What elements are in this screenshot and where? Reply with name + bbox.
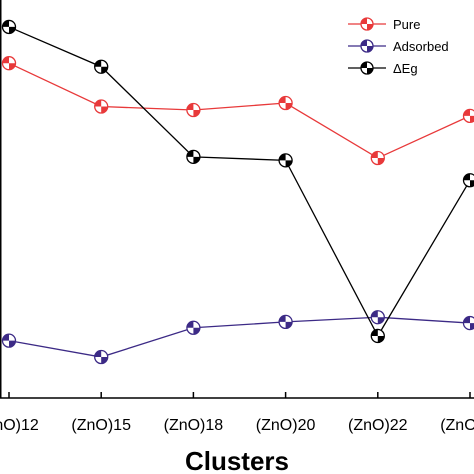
x-tick-label: (ZnO)20: [256, 417, 316, 434]
data-point-quadrant: [2, 334, 9, 341]
data-point: [370, 150, 385, 166]
data-point-quadrant: [377, 158, 385, 165]
legend: Pure Adsorbed ΔEg: [348, 17, 449, 76]
data-point: [278, 153, 293, 168]
data-point-quadrant: [285, 160, 293, 167]
x-tick-label: (ZnO)22: [348, 417, 408, 434]
data-point-quadrant: [377, 317, 385, 324]
data-point: [1, 56, 17, 71]
x-axis-title: Clusters: [185, 446, 289, 474]
data-point-quadrant: [470, 180, 474, 187]
data-point: [186, 320, 201, 335]
data-point-quadrant: [367, 68, 373, 74]
data-point-quadrant: [367, 46, 373, 52]
series-markers: [1, 19, 474, 365]
data-point-quadrant: [9, 340, 16, 348]
data-point: [94, 99, 109, 114]
x-tick-label: (ZnO)24: [440, 417, 474, 434]
data-point: [462, 108, 474, 124]
data-point: [278, 314, 293, 330]
data-point-quadrant: [361, 40, 367, 46]
legend-item: Pure: [348, 17, 420, 32]
data-point-quadrant: [361, 18, 367, 24]
data-point-quadrant: [101, 357, 108, 364]
data-point-quadrant: [186, 150, 194, 157]
legend-label: Adsorbed: [393, 39, 449, 54]
x-tick-label: (ZnO)18: [164, 417, 224, 434]
data-point-quadrant: [371, 151, 378, 159]
data-point-quadrant: [94, 350, 102, 358]
series-lines: [8, 26, 471, 358]
data-point: [370, 328, 385, 344]
data-point-quadrant: [101, 66, 108, 74]
data-point-quadrant: [94, 100, 102, 107]
data-point-quadrant: [101, 106, 108, 114]
series-line: [8, 26, 471, 338]
data-point: [360, 17, 374, 31]
x-tick-label: (ZnO)15: [71, 417, 131, 434]
data-point-quadrant: [377, 335, 385, 343]
data-point-quadrant: [9, 63, 16, 70]
x-tick-label: (ZnO)12: [0, 417, 39, 434]
data-point: [186, 149, 201, 165]
legend-label: ΔEg: [393, 61, 418, 76]
data-point: [462, 173, 474, 188]
data-point-quadrant: [279, 153, 286, 161]
data-point-quadrant: [470, 115, 474, 123]
data-point-quadrant: [279, 96, 286, 104]
data-point-quadrant: [2, 20, 9, 27]
data-point: [1, 19, 17, 35]
data-point-quadrant: [193, 156, 200, 164]
data-point: [278, 95, 293, 111]
data-point-quadrant: [193, 110, 200, 117]
x-tick-labels: (ZnO)12 (ZnO)15 (ZnO)18 (ZnO)20 (ZnO)22 (ZnO)…: [0, 417, 474, 434]
data-point-quadrant: [193, 327, 200, 335]
data-point: [370, 310, 385, 325]
legend-item: ΔEg: [348, 61, 418, 76]
axes: [0, 0, 474, 399]
data-point-quadrant: [186, 103, 194, 111]
data-point-quadrant: [94, 60, 102, 67]
data-point-quadrant: [463, 316, 470, 324]
legend-label: Pure: [393, 17, 420, 32]
series-line: [8, 316, 471, 358]
data-point-quadrant: [361, 62, 367, 68]
data-point-quadrant: [463, 109, 470, 116]
data-point: [186, 102, 201, 118]
data-point-quadrant: [285, 103, 293, 110]
legend-item: Adsorbed: [348, 39, 449, 54]
data-point: [94, 349, 109, 365]
data-point: [1, 333, 17, 348]
data-point: [360, 39, 374, 53]
data-point-quadrant: [2, 56, 9, 64]
data-point-quadrant: [9, 26, 16, 34]
series-line: [8, 62, 471, 159]
data-point-quadrant: [279, 315, 286, 322]
data-point: [94, 59, 109, 74]
data-point-quadrant: [463, 173, 470, 181]
data-point-quadrant: [367, 24, 373, 30]
data-point-quadrant: [371, 310, 378, 318]
data-point: [360, 61, 374, 75]
data-point-quadrant: [470, 323, 474, 330]
data-point: [462, 315, 474, 331]
data-point-quadrant: [186, 321, 194, 328]
data-point-quadrant: [371, 329, 378, 336]
data-point-quadrant: [285, 321, 293, 329]
